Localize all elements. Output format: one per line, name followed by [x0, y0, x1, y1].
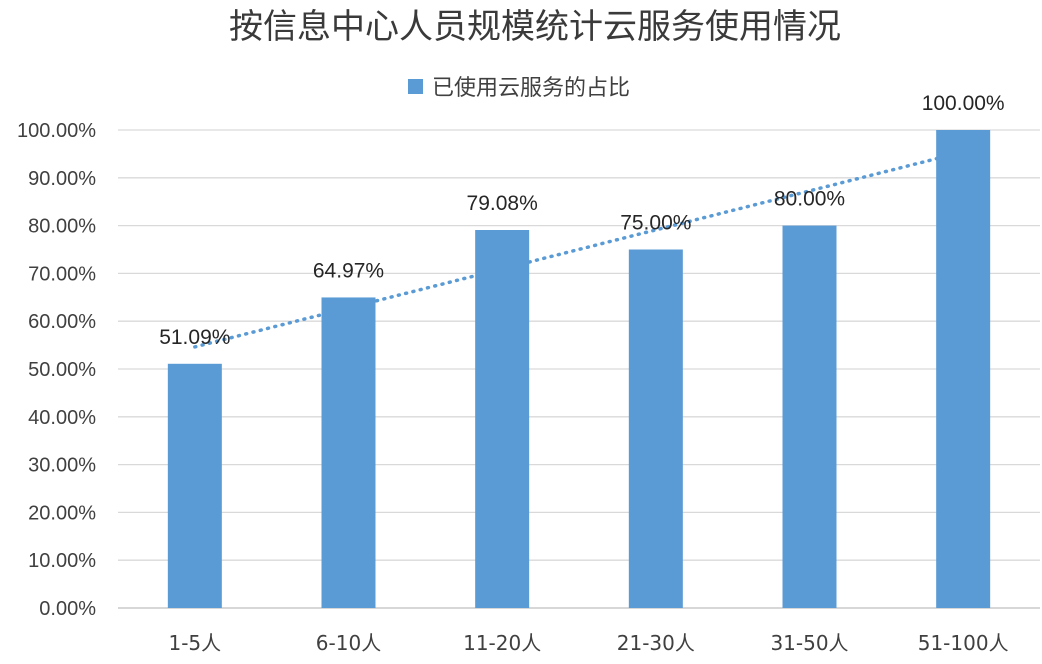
y-tick-label: 10.00%: [28, 550, 96, 572]
bar: [167, 363, 222, 608]
data-labels: 51.09% 64.97% 79.08% 75.00% 80.00% 100.00%: [159, 92, 1004, 349]
y-tick-label: 20.00%: [28, 502, 96, 524]
y-tick-label: 70.00%: [28, 263, 96, 285]
data-label: 64.97%: [313, 259, 384, 282]
data-label: 51.09%: [159, 326, 230, 349]
x-tick-label: 6-10人: [316, 631, 381, 655]
bar: [628, 249, 683, 608]
legend: 已使用云服务的占比: [408, 76, 630, 101]
legend-label: 已使用云服务的占比: [432, 76, 630, 101]
y-tick-label: 40.00%: [28, 407, 96, 429]
data-label: 100.00%: [922, 92, 1005, 115]
y-tick-label: 50.00%: [28, 359, 96, 381]
bar: [936, 130, 991, 608]
x-tick-label: 11-20人: [463, 631, 541, 655]
x-tick-label: 31-50人: [770, 631, 848, 655]
y-tick-label: 100.00%: [17, 120, 96, 142]
data-label: 75.00%: [620, 212, 691, 235]
y-tick-label: 60.00%: [28, 311, 96, 333]
gridlines: [118, 129, 1040, 609]
bar: [321, 297, 376, 608]
legend-swatch: [408, 79, 423, 94]
bar: [475, 229, 530, 608]
chart-title: 按信息中心人员规模统计云服务使用情况: [229, 7, 841, 47]
y-tick-label: 90.00%: [28, 168, 96, 190]
y-tick-label: 30.00%: [28, 455, 96, 477]
x-tick-label: 51-100人: [918, 631, 1009, 655]
y-tick-label: 0.00%: [39, 598, 96, 620]
x-tick-label: 21-30人: [617, 631, 695, 655]
data-label: 80.00%: [774, 188, 845, 211]
y-axis-ticks: 0.00% 10.00% 20.00% 30.00% 40.00% 50.00% 60.00…: [17, 120, 96, 620]
bar: [782, 225, 837, 608]
trendline-line: [193, 150, 965, 349]
x-axis-labels: 1-5人 6-10人 11-20人 21-30人 31-50人 51-100人: [168, 631, 1008, 655]
trendline: [193, 150, 965, 349]
x-tick-label: 1-5人: [168, 631, 221, 655]
data-label: 79.08%: [467, 192, 538, 215]
bars: [167, 130, 991, 608]
y-tick-label: 80.00%: [28, 216, 96, 238]
